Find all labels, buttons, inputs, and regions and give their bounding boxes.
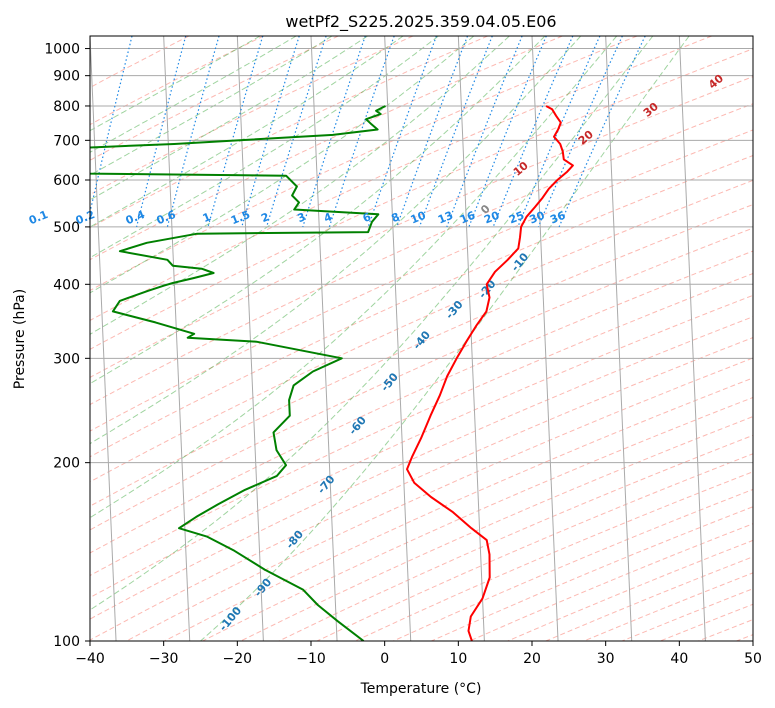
temperature-line bbox=[406, 105, 574, 641]
dry-adiabat-line bbox=[90, 129, 753, 432]
dry-adiabat-line bbox=[90, 103, 753, 406]
dry-adiabat-line bbox=[90, 36, 339, 161]
dry-adiabat-line bbox=[90, 250, 753, 554]
y-tick-label: 800 bbox=[53, 99, 80, 115]
moist-adiabat-line bbox=[90, 36, 368, 201]
dry-adiabats bbox=[90, 36, 753, 641]
y-tick-label: 500 bbox=[53, 220, 80, 236]
dry-adiabat-line bbox=[90, 48, 753, 350]
isotherm-line bbox=[457, 36, 485, 641]
x-tick-label: −30 bbox=[149, 651, 179, 667]
dry-adiabat-line bbox=[126, 357, 753, 641]
mixing-ratio-label: 13 bbox=[436, 209, 455, 227]
mixing-ratio-line bbox=[492, 36, 574, 228]
x-tick-label: 50 bbox=[744, 651, 762, 667]
mixing-ratio-label: 3 bbox=[295, 210, 307, 225]
mixing-ratio-line bbox=[241, 36, 300, 228]
mixing-ratio-lines bbox=[90, 36, 646, 228]
y-axis-label: Pressure (hPa) bbox=[12, 289, 28, 389]
mixing-ratio-line bbox=[302, 36, 366, 228]
isotherm-line bbox=[605, 36, 633, 641]
isotherm-line bbox=[163, 36, 191, 641]
dry-adiabat-line bbox=[90, 337, 753, 641]
plot-frame bbox=[89, 35, 754, 642]
x-tick-label: −20 bbox=[223, 651, 253, 667]
y-axis-ticks: 100 200 300 400 500 600 700 800 900 1000 bbox=[44, 42, 90, 650]
mixing-ratio-line bbox=[468, 36, 547, 228]
y-tick-label: 300 bbox=[53, 351, 80, 367]
mixing-ratio-label: 1 bbox=[201, 210, 213, 225]
x-tick-label: 40 bbox=[670, 651, 688, 667]
mixing-ratio-label: 30 bbox=[528, 209, 547, 227]
isotherm-line bbox=[236, 36, 264, 641]
x-tick-label: 0 bbox=[380, 651, 389, 667]
moist-adiabat-line bbox=[90, 36, 404, 228]
moist-adiabat-line bbox=[90, 36, 618, 519]
mixing-ratio-label: 36 bbox=[548, 209, 567, 227]
dewpoint-line bbox=[90, 105, 386, 641]
isobar-gridlines bbox=[90, 48, 753, 641]
y-tick-label: 600 bbox=[53, 173, 80, 189]
x-tick-label: 20 bbox=[523, 651, 541, 667]
mixing-ratio-line bbox=[418, 36, 493, 228]
mixing-ratio-label: 16 bbox=[458, 209, 477, 227]
dry-adiabat-line bbox=[90, 76, 753, 378]
skewed-isotherms bbox=[90, 36, 753, 641]
dry-adiabat-line bbox=[90, 272, 753, 577]
mixing-ratio-label: 2 bbox=[259, 210, 271, 225]
x-axis-ticks: −40 −30 −20 −10 0 10 20 30 40 50 bbox=[75, 641, 762, 667]
dry-adiabat-line bbox=[90, 316, 753, 620]
mixing-ratio-line bbox=[396, 36, 469, 228]
y-tick-label: 100 bbox=[53, 634, 80, 650]
dry-adiabat-line bbox=[90, 36, 638, 292]
moist-adiabat-line bbox=[90, 36, 546, 385]
y-tick-label: 700 bbox=[53, 133, 80, 149]
mixing-ratio-line bbox=[207, 36, 264, 228]
mixing-ratio-line bbox=[136, 36, 187, 228]
mixing-ratio-label: 25 bbox=[507, 209, 526, 227]
mixing-ratio-line bbox=[367, 36, 437, 228]
y-tick-label: 400 bbox=[53, 277, 80, 293]
mixing-ratio-line bbox=[328, 36, 395, 228]
dry-adiabat-line bbox=[164, 377, 753, 641]
x-tick-label: −10 bbox=[296, 651, 326, 667]
profile-series bbox=[90, 105, 574, 641]
isotherm-line bbox=[384, 36, 412, 641]
dry-adiabat-line bbox=[90, 36, 563, 261]
mixing-ratio-line bbox=[90, 36, 133, 215]
x-axis-label: Temperature (°C) bbox=[360, 681, 482, 697]
dry-adiabat-line bbox=[90, 36, 488, 229]
chart-title: wetPf2_S225.2025.359.04.05.E06 bbox=[285, 12, 556, 32]
mixing-ratio-line bbox=[266, 36, 327, 228]
isotherm-line bbox=[90, 36, 117, 641]
dry-adiabat-line bbox=[90, 36, 190, 89]
moist-adiabat-line bbox=[90, 36, 333, 176]
isotherm-line bbox=[678, 36, 706, 641]
y-tick-label: 1000 bbox=[44, 42, 80, 58]
dry-adiabat-line bbox=[90, 36, 712, 321]
moist-adiabat-line bbox=[90, 36, 582, 445]
mixing-ratio-label: 10 bbox=[409, 209, 428, 227]
y-tick-label: 900 bbox=[53, 69, 80, 85]
mixing-ratio-line bbox=[446, 36, 523, 228]
dry-adiabat-line bbox=[90, 155, 753, 458]
mixing-ratio-label: 20 bbox=[482, 209, 501, 227]
x-tick-label: −40 bbox=[75, 651, 105, 667]
isotherm-line bbox=[531, 36, 559, 641]
mixing-ratio-line bbox=[166, 36, 220, 228]
x-tick-label: 10 bbox=[449, 651, 467, 667]
x-tick-label: 30 bbox=[597, 651, 615, 667]
moist-adiabat-line bbox=[90, 36, 475, 294]
y-tick-label: 200 bbox=[53, 456, 80, 472]
dry-adiabat-line bbox=[90, 294, 753, 599]
moist-adiabat-line bbox=[90, 36, 439, 259]
mixing-ratio-line bbox=[517, 36, 601, 228]
mixing-ratio-label: 8 bbox=[389, 210, 401, 225]
